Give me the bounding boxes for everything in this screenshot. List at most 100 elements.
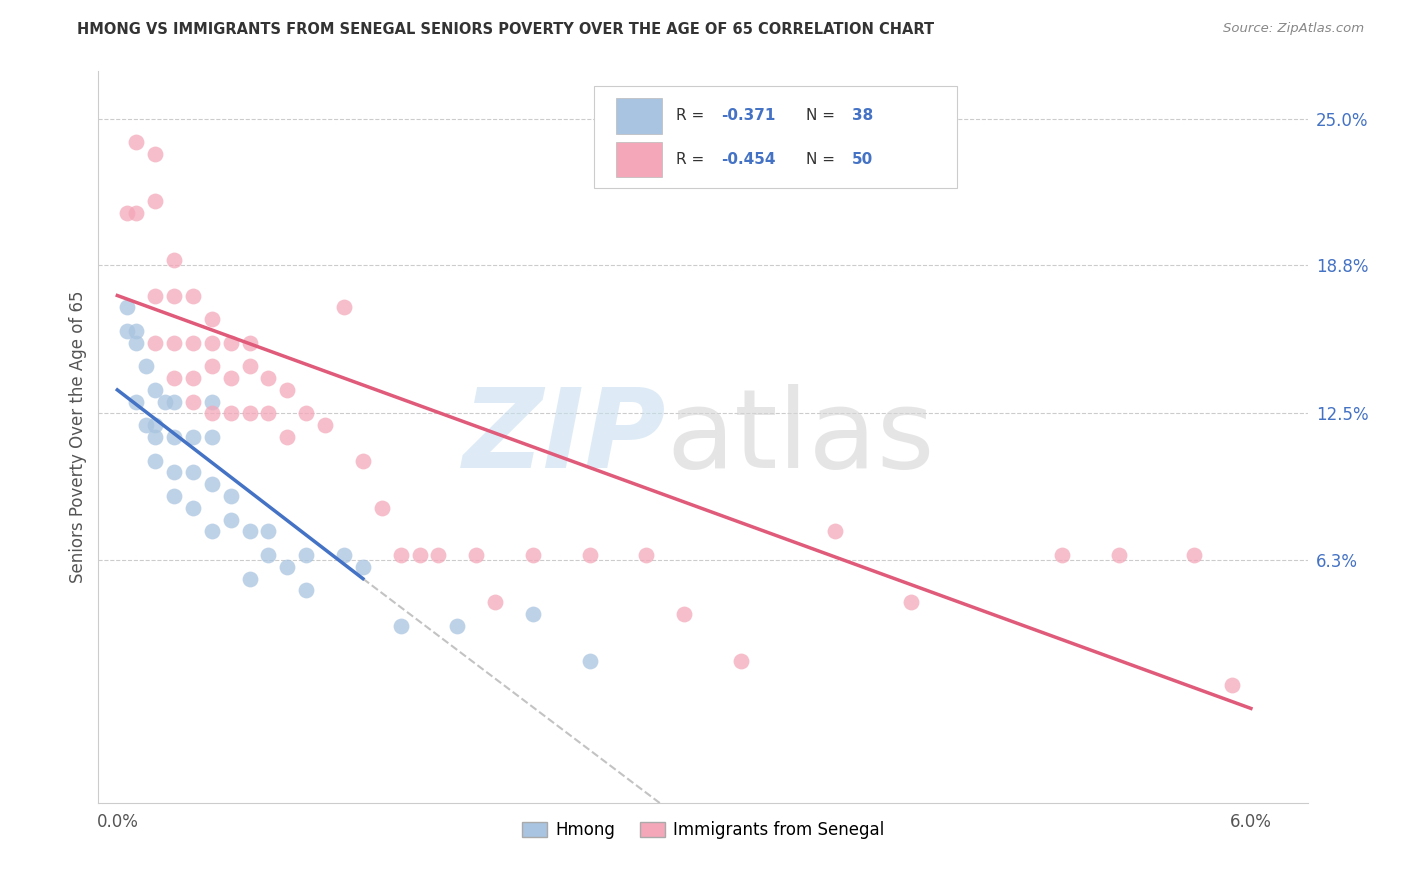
Text: R =: R = xyxy=(676,153,710,168)
Point xyxy=(181,394,204,409)
FancyBboxPatch shape xyxy=(616,143,662,178)
Point xyxy=(181,371,204,385)
Point xyxy=(181,288,204,302)
Point xyxy=(239,524,262,539)
Point xyxy=(219,407,242,421)
Text: atlas: atlas xyxy=(666,384,935,491)
Point xyxy=(484,595,506,609)
Point xyxy=(135,418,157,433)
Point xyxy=(201,430,224,444)
Point xyxy=(276,383,298,397)
Point xyxy=(181,500,204,515)
Point xyxy=(522,548,544,562)
Point xyxy=(578,548,600,562)
Point xyxy=(201,407,224,421)
Point xyxy=(143,453,166,467)
Point xyxy=(257,524,280,539)
Point xyxy=(125,135,148,149)
Point xyxy=(465,548,488,562)
Point xyxy=(201,335,224,350)
Point xyxy=(408,548,430,562)
Point xyxy=(427,548,450,562)
Text: 50: 50 xyxy=(852,153,873,168)
Point xyxy=(115,301,138,315)
Point xyxy=(257,371,280,385)
Point xyxy=(239,335,262,350)
Point xyxy=(314,418,336,433)
Point xyxy=(389,548,412,562)
Point xyxy=(143,288,166,302)
FancyBboxPatch shape xyxy=(595,86,957,188)
Point xyxy=(135,359,157,374)
Legend: Hmong, Immigrants from Senegal: Hmong, Immigrants from Senegal xyxy=(515,814,891,846)
Point xyxy=(201,477,224,491)
Point xyxy=(636,548,658,562)
Point xyxy=(371,500,394,515)
Text: -0.454: -0.454 xyxy=(721,153,776,168)
Point xyxy=(673,607,696,621)
Point xyxy=(1108,548,1130,562)
Point xyxy=(352,453,374,467)
Text: N =: N = xyxy=(806,109,839,123)
Point xyxy=(295,583,318,598)
Point xyxy=(125,324,148,338)
Y-axis label: Seniors Poverty Over the Age of 65: Seniors Poverty Over the Age of 65 xyxy=(69,291,87,583)
Point xyxy=(163,253,186,268)
Text: HMONG VS IMMIGRANTS FROM SENEGAL SENIORS POVERTY OVER THE AGE OF 65 CORRELATION : HMONG VS IMMIGRANTS FROM SENEGAL SENIORS… xyxy=(77,22,935,37)
Point xyxy=(295,548,318,562)
Text: 38: 38 xyxy=(852,109,873,123)
Point xyxy=(824,524,846,539)
Point xyxy=(143,194,166,208)
Text: R =: R = xyxy=(676,109,710,123)
Point xyxy=(1182,548,1205,562)
Text: N =: N = xyxy=(806,153,839,168)
Point xyxy=(352,559,374,574)
Point xyxy=(201,394,224,409)
Point xyxy=(115,324,138,338)
Point xyxy=(143,383,166,397)
Point xyxy=(257,548,280,562)
Point xyxy=(1220,678,1243,692)
Text: -0.371: -0.371 xyxy=(721,109,776,123)
Point xyxy=(163,335,186,350)
Point xyxy=(257,407,280,421)
Point xyxy=(125,394,148,409)
Point xyxy=(389,619,412,633)
Point xyxy=(276,559,298,574)
Point xyxy=(115,206,138,220)
Point xyxy=(730,654,752,668)
Point xyxy=(163,466,186,480)
Point xyxy=(143,335,166,350)
Point xyxy=(578,654,600,668)
Point xyxy=(163,371,186,385)
Point xyxy=(239,572,262,586)
Point xyxy=(219,335,242,350)
Point xyxy=(219,371,242,385)
Text: ZIP: ZIP xyxy=(463,384,666,491)
Point xyxy=(163,288,186,302)
Point xyxy=(201,524,224,539)
Point xyxy=(181,335,204,350)
Point xyxy=(181,466,204,480)
Point xyxy=(276,430,298,444)
Point xyxy=(333,301,356,315)
Text: Source: ZipAtlas.com: Source: ZipAtlas.com xyxy=(1223,22,1364,36)
Point xyxy=(143,147,166,161)
Point xyxy=(333,548,356,562)
FancyBboxPatch shape xyxy=(616,98,662,134)
Point xyxy=(1050,548,1073,562)
Point xyxy=(239,407,262,421)
Point xyxy=(143,430,166,444)
Point xyxy=(163,489,186,503)
Point xyxy=(143,418,166,433)
Point xyxy=(239,359,262,374)
Point xyxy=(125,206,148,220)
Point xyxy=(446,619,468,633)
Point xyxy=(295,407,318,421)
Point xyxy=(201,359,224,374)
Point xyxy=(219,513,242,527)
Point xyxy=(153,394,176,409)
Point xyxy=(181,430,204,444)
Point xyxy=(900,595,922,609)
Point xyxy=(163,394,186,409)
